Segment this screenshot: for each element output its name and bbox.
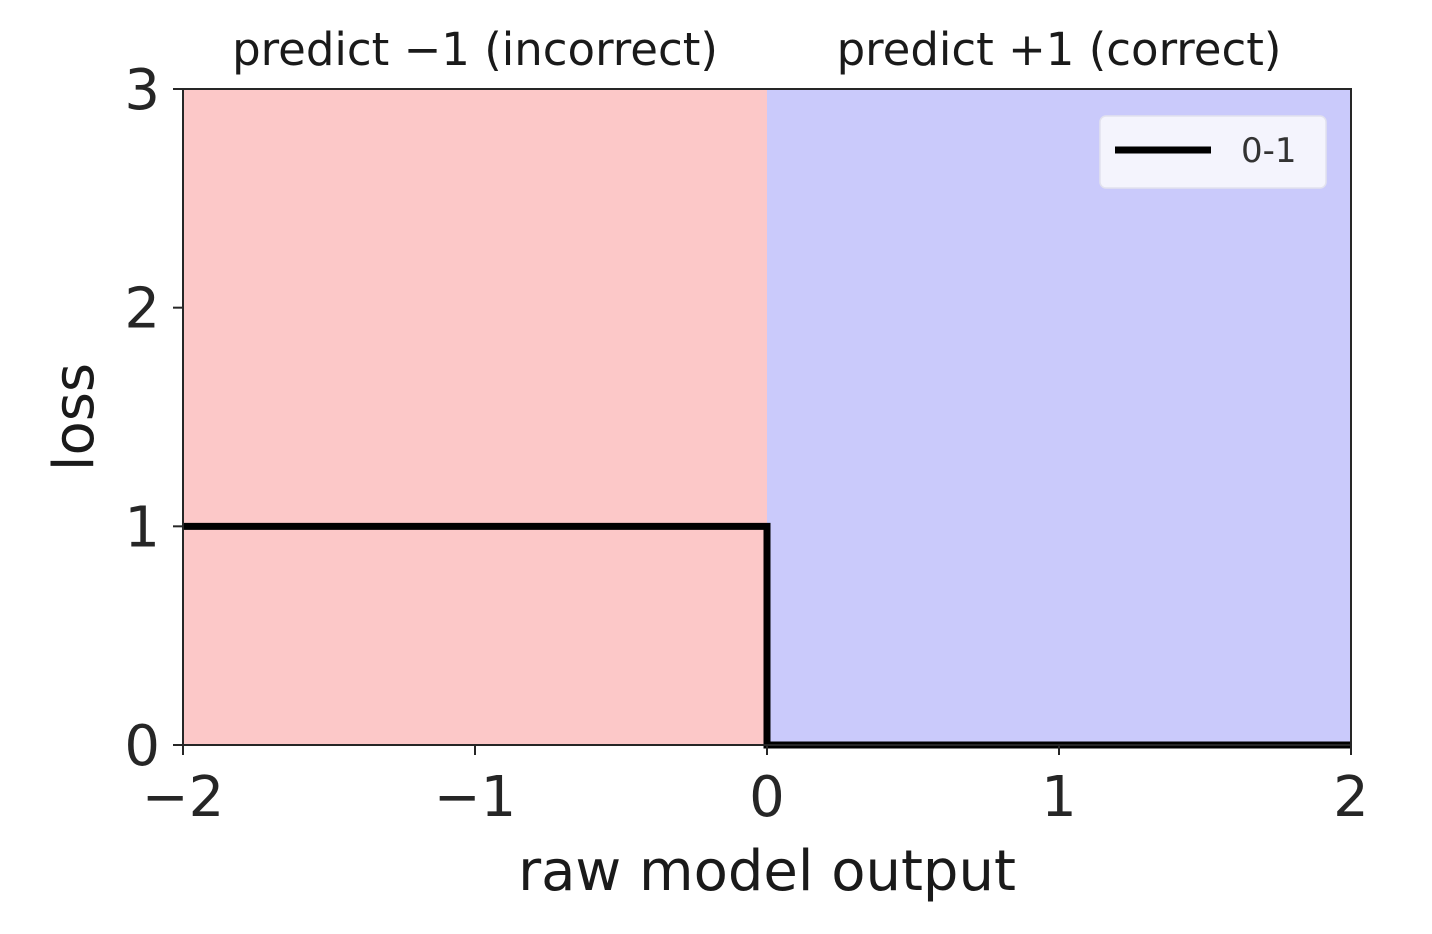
region-0 [183, 89, 767, 745]
y-tick-label: 3 [124, 58, 160, 123]
y-tick-label: 0 [124, 714, 160, 779]
y-axis: 0 1 2 3 [124, 58, 183, 779]
prediction-regions [183, 89, 1351, 745]
x-axis: −2 −1 0 1 2 [142, 745, 1369, 830]
x-tick-label: 0 [749, 765, 785, 830]
legend-label-0: 0-1 [1241, 131, 1297, 171]
region-labels: predict −1 (incorrect) predict +1 (correc… [232, 23, 1281, 76]
legend: 0-1 [1099, 115, 1327, 189]
y-tick-label: 1 [124, 495, 160, 560]
y-axis-label: loss [42, 363, 107, 471]
legend-box [1099, 115, 1327, 189]
x-axis-label: raw model output [518, 839, 1016, 904]
x-tick-label: −1 [434, 765, 517, 830]
x-tick-label: −2 [142, 765, 225, 830]
y-tick-label: 2 [124, 277, 160, 342]
x-tick-label: 1 [1041, 765, 1077, 830]
region-label-1: predict +1 (correct) [837, 23, 1282, 76]
x-tick-label: 2 [1333, 765, 1369, 830]
region-1 [767, 89, 1351, 745]
region-label-0: predict −1 (incorrect) [232, 23, 718, 76]
